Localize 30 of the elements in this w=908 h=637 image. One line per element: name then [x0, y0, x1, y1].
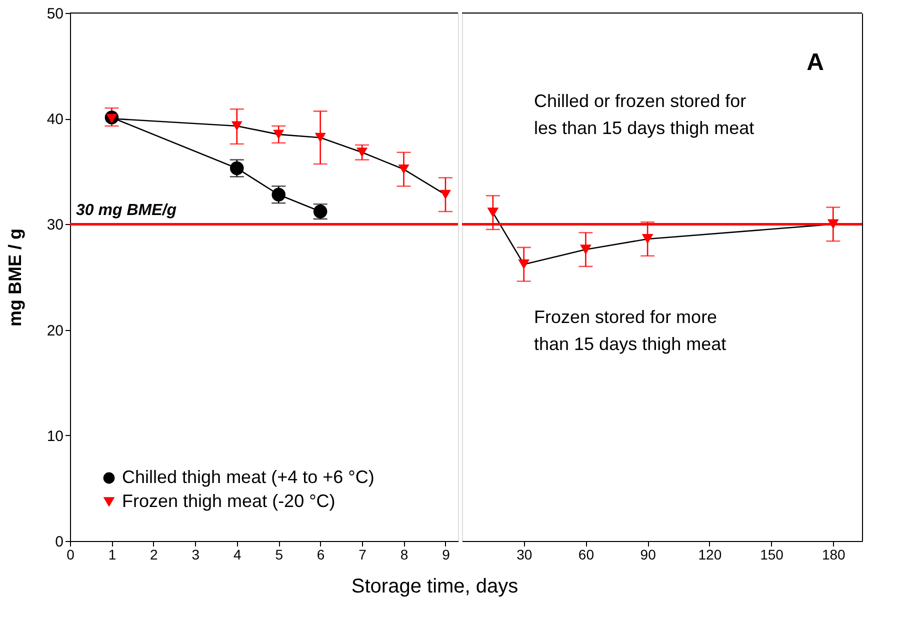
x-tick-label: 2: [150, 546, 158, 562]
x-tick-label: 4: [233, 546, 242, 562]
x-tick-label: 3: [192, 546, 200, 562]
legend-label: Frozen thigh meat (-20 °C): [122, 491, 336, 511]
x-tick-label: 30: [516, 546, 532, 562]
x-tick-label: 8: [400, 546, 408, 562]
x-tick-label: 150: [760, 546, 784, 562]
y-tick-label: 40: [46, 111, 64, 128]
x-tick-label: 1: [108, 546, 116, 562]
y-axis-title: mg BME / g: [4, 228, 25, 326]
x-tick-label: 120: [698, 546, 722, 562]
x-tick-label: 9: [442, 546, 450, 562]
x-tick-label: 90: [640, 546, 656, 562]
y-tick-label: 50: [46, 6, 64, 22]
x-tick-label: 6: [316, 546, 325, 562]
ref-line-label: 30 mg BME/g: [76, 202, 177, 220]
x-tick-label: 5: [275, 546, 284, 562]
annotation: Frozen stored for more than 15 days thigh meat: [534, 307, 726, 354]
x-tick-label: 0: [66, 546, 75, 562]
x-tick-label: 7: [358, 546, 367, 562]
annotation: Chilled or frozen stored for les than 15 days thigh meat: [534, 91, 754, 138]
x-tick-label: 60: [578, 546, 594, 562]
annotation: A: [806, 49, 824, 76]
y-tick-label: 20: [46, 322, 64, 340]
y-tick-label: 30: [46, 216, 64, 234]
legend-label: Chilled thigh meat (+4 to +6 °C): [122, 467, 374, 487]
y-tick-label: 10: [46, 428, 64, 445]
y-tick-label: 0: [55, 534, 64, 550]
x-axis-title: Storage time, days: [351, 576, 518, 598]
x-tick-label: 180: [822, 546, 846, 562]
